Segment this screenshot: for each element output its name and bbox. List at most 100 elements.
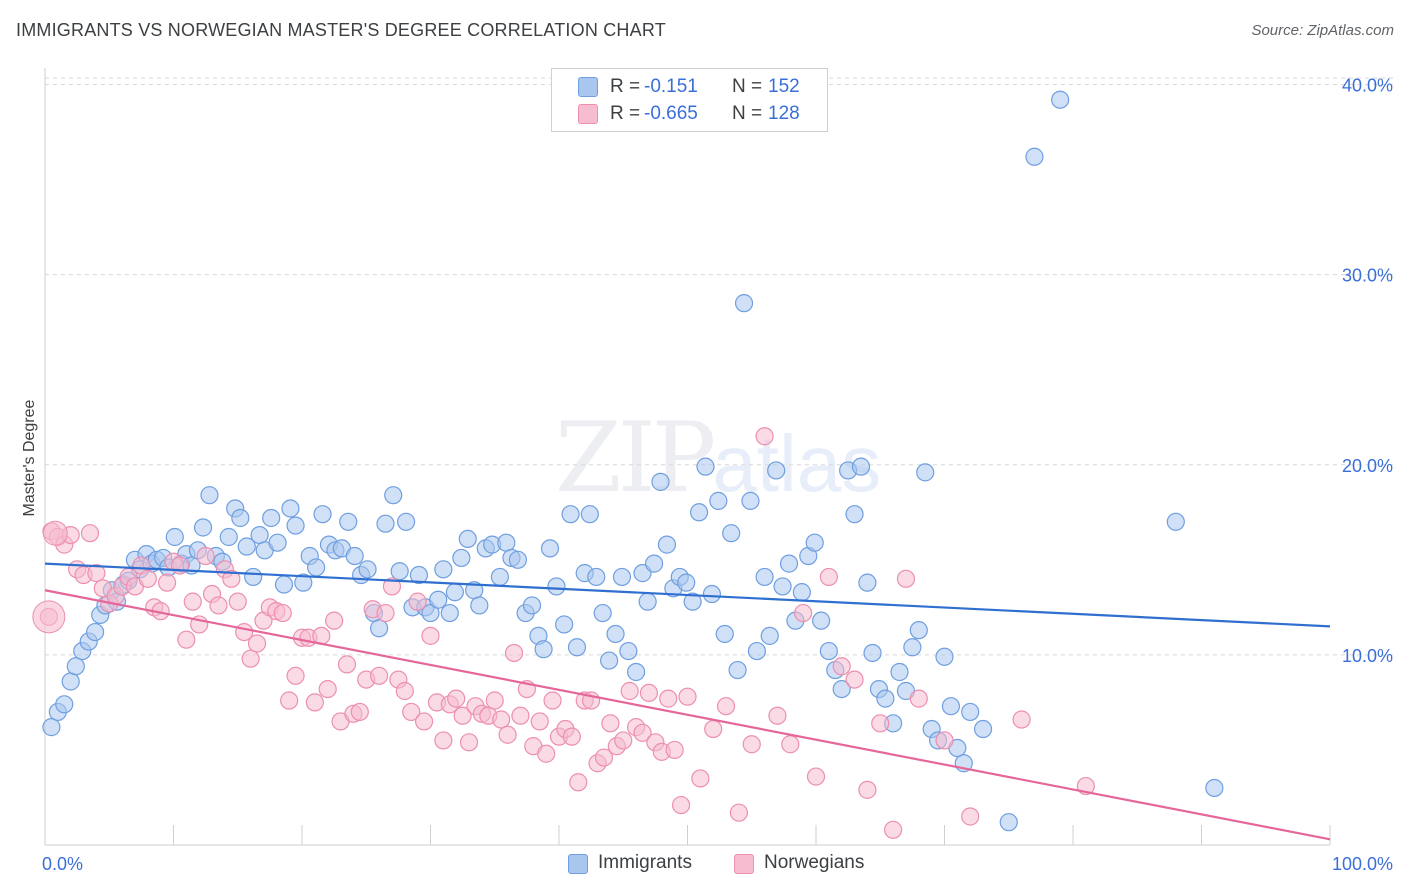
legend-swatch-norwegians xyxy=(578,104,598,124)
immigrant-point xyxy=(434,560,453,579)
immigrant-point xyxy=(606,624,625,644)
immigrant-point xyxy=(689,503,709,522)
norwegian-point xyxy=(247,634,267,653)
immigrant-point xyxy=(193,518,213,537)
norwegian-point xyxy=(961,807,980,826)
norwegian-point xyxy=(935,731,954,750)
norwegian-point xyxy=(325,611,344,630)
norwegian-point xyxy=(459,733,479,752)
immigrant-point xyxy=(339,512,358,531)
norwegian-point xyxy=(620,681,639,701)
immigrant-point xyxy=(567,638,587,657)
trend-lines xyxy=(44,562,1331,841)
norwegian-point xyxy=(530,712,549,731)
immigrant-point xyxy=(55,695,74,714)
norwegian-point xyxy=(659,689,678,708)
norwegian-point-large xyxy=(42,520,68,546)
immigrant-point xyxy=(890,662,909,682)
norwegian-point xyxy=(678,687,697,706)
norwegian-point xyxy=(376,603,395,623)
legend-r-label: R = xyxy=(610,76,641,97)
immigrant-point xyxy=(42,718,61,737)
bottom-legend-label-immigrants: Immigrants xyxy=(598,852,692,873)
immigrant-point xyxy=(534,640,553,659)
norwegian-point xyxy=(729,803,749,822)
norwegian-point xyxy=(498,725,517,744)
immigrant-point xyxy=(734,294,754,313)
immigrant-point xyxy=(384,486,403,505)
immigrant-point xyxy=(396,512,416,531)
norwegian-point xyxy=(845,670,864,689)
immigrant-point xyxy=(779,554,799,573)
immigrant-point xyxy=(307,558,326,577)
norwegian-point xyxy=(421,626,440,645)
x-tick-label: 0.0% xyxy=(42,854,83,874)
immigrant-point xyxy=(244,567,263,587)
norwegian-point xyxy=(832,657,851,676)
immigrant-point xyxy=(941,697,961,716)
immigrant-point xyxy=(1205,778,1224,798)
watermark-zip: ZIP xyxy=(555,402,716,514)
norwegian-point xyxy=(794,603,813,623)
immigrant-point xyxy=(522,596,542,615)
immigrant-point xyxy=(935,647,954,666)
immigrant-point xyxy=(1051,90,1070,109)
immigrant-point xyxy=(286,516,305,535)
immigrant-point xyxy=(760,626,779,645)
legend-n-label: N = xyxy=(732,103,763,124)
immigrant-point xyxy=(61,672,80,691)
immigrant-point xyxy=(274,575,294,594)
norwegian-point xyxy=(485,691,504,710)
immigrant-point xyxy=(497,533,516,552)
norwegian-point xyxy=(601,714,620,733)
immigrant-point xyxy=(540,539,560,558)
immigrant-point xyxy=(561,505,580,524)
bottom-legend-label-norwegians: Norwegians xyxy=(764,852,865,873)
norwegian-point xyxy=(382,577,402,596)
legend-r-label: R = xyxy=(610,103,641,124)
norwegian-point xyxy=(414,712,434,731)
norwegian-point xyxy=(896,569,916,588)
y-tick-label: 20.0% xyxy=(1342,456,1393,476)
norwegian-point xyxy=(453,706,472,725)
immigrant-point xyxy=(390,562,409,581)
immigrant-point xyxy=(376,514,395,533)
norwegian-point xyxy=(768,706,787,725)
immigrant-point xyxy=(651,472,670,491)
norwegian-point xyxy=(337,655,357,674)
immigrant-point xyxy=(268,533,287,552)
immigrant-point xyxy=(715,624,734,644)
norwegian-point xyxy=(209,596,228,615)
immigrant-point xyxy=(429,590,448,609)
immigrant-point xyxy=(702,584,722,604)
immigrant-point xyxy=(812,611,831,630)
immigrant-point xyxy=(819,641,838,661)
axes xyxy=(44,68,1331,846)
norwegian-point xyxy=(286,666,305,685)
norwegian-point xyxy=(273,603,292,623)
norwegian-point xyxy=(87,564,106,583)
norwegian-point xyxy=(402,702,421,722)
immigrant-point xyxy=(470,596,489,615)
immigrant-point xyxy=(281,499,300,518)
immigrant-point xyxy=(858,573,877,592)
y-tick-label: 40.0% xyxy=(1342,76,1393,96)
immigrants-trend-line xyxy=(44,562,1331,628)
immigrant-point xyxy=(612,567,632,587)
legend-swatch-immigrants xyxy=(578,77,598,97)
norwegian-point xyxy=(395,681,414,701)
immigrant-point xyxy=(231,508,250,528)
immigrant-point xyxy=(755,567,774,587)
immigrant-point xyxy=(508,550,527,569)
immigrant-point xyxy=(657,535,677,554)
immigrant-point xyxy=(722,524,741,543)
norwegian-point xyxy=(222,569,241,588)
norwegian-point xyxy=(871,714,890,733)
immigrant-point xyxy=(593,603,612,623)
gridlines xyxy=(45,77,1395,656)
immigrant-point xyxy=(747,641,766,661)
norwegian-point xyxy=(196,546,215,566)
immigrant-point xyxy=(832,679,851,699)
legend-r-value: -0.151 xyxy=(644,76,698,97)
